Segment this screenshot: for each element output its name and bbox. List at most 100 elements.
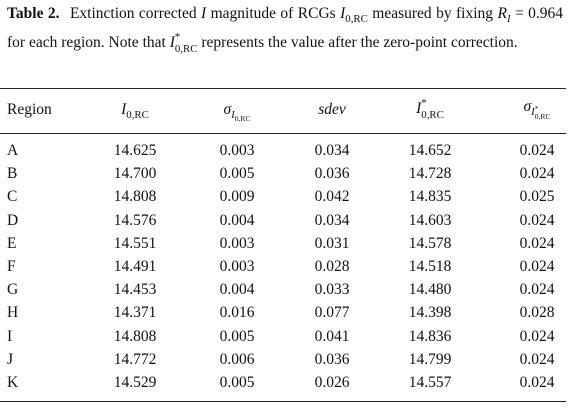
table-cell: 0.028: [519, 304, 555, 322]
table-cell: 0.006: [219, 350, 255, 368]
header-rule: [0, 133, 566, 134]
column-header: sdev: [318, 101, 346, 119]
table-cell: 14.491: [113, 258, 157, 275]
header-math: σ: [223, 101, 232, 118]
header-sub: 0,RC: [126, 109, 149, 122]
table-cell: 14.529: [113, 374, 157, 391]
header-sup: *: [421, 97, 427, 109]
table-cell: 0.033: [314, 281, 350, 299]
table-cell: 0.036: [314, 350, 350, 368]
caption-math: I: [169, 34, 175, 52]
caption-text: measured by fixing: [372, 5, 494, 22]
column-header: I * 0,RC: [416, 98, 444, 121]
row-label: B: [7, 165, 18, 183]
caption-text: magnitude of RCGs: [210, 5, 336, 22]
table-cell: 14.799: [408, 350, 452, 368]
row-label: I: [7, 327, 13, 345]
header-math: I: [531, 106, 535, 119]
table-cell: 0.036: [314, 165, 350, 183]
row-label: K: [7, 374, 19, 391]
header-sub: 0,RC: [534, 112, 551, 122]
caption-scripts: * 0,RC: [175, 32, 198, 55]
table-cell: 14.728: [408, 165, 452, 183]
row-label: G: [7, 281, 19, 299]
row-label: A: [7, 142, 19, 159]
table-cell: 14.557: [408, 374, 452, 391]
caption-math: I: [340, 5, 346, 22]
table-cell: 0.024: [519, 142, 555, 159]
header-math: sdev: [318, 101, 346, 118]
table-cell: 0.034: [314, 211, 350, 229]
table-cell: 0.077: [314, 304, 350, 322]
caption-label: Table 2.: [7, 5, 60, 22]
table-cell: 0.024: [519, 350, 555, 368]
header-sub: I0,RC: [231, 109, 251, 124]
table-cell: 14.652: [408, 142, 452, 159]
header-sub: I * 0,RC: [531, 103, 551, 122]
table-caption: Table 2. Extinction corrected I magnitud…: [7, 2, 563, 55]
header-sup: *: [534, 103, 539, 113]
table-cell: 14.398: [408, 304, 452, 322]
table-cell: 0.024: [519, 374, 555, 391]
caption-math: I: [506, 13, 511, 26]
header-scripts: * 0,RC: [534, 103, 551, 122]
header-text: Region: [7, 101, 52, 118]
table-cell: 0.024: [519, 281, 555, 299]
table-cell: 0.041: [314, 327, 350, 345]
table-cell: 0.024: [519, 165, 555, 183]
caption-text: = 0.964 for each region. Note that: [7, 5, 564, 52]
bottom-rule: [0, 401, 566, 402]
table-cell: 14.835: [408, 188, 452, 206]
table-cell: 0.005: [219, 374, 255, 391]
row-label: H: [7, 304, 19, 322]
caption-text: Extinction corrected: [69, 5, 197, 22]
table-cell: 0.024: [519, 211, 555, 229]
table-cell: 14.480: [408, 281, 452, 299]
row-label: C: [7, 188, 18, 206]
top-rule: [0, 88, 566, 89]
table-cell: 14.808: [113, 188, 157, 206]
table-cell: 0.005: [219, 327, 255, 345]
row-label: F: [7, 258, 16, 275]
table-cell: 0.024: [519, 234, 555, 252]
caption-sub: 0,RC: [174, 43, 198, 56]
caption-math: R: [497, 5, 507, 22]
header-math: σ: [523, 98, 532, 115]
column-header: σI * 0,RC: [523, 98, 550, 121]
header-math: I: [231, 109, 235, 122]
table-cell: 14.551: [113, 234, 157, 252]
table-cell: 0.005: [219, 165, 255, 183]
header-sub: 0,RC: [421, 108, 444, 121]
table-cell: 0.026: [314, 374, 350, 391]
table-cell: 0.016: [219, 304, 255, 322]
table-cell: 14.808: [113, 327, 157, 345]
caption-sub: I: [507, 13, 511, 25]
header-sub: 0,RC: [234, 114, 251, 124]
table-cell: 0.028: [314, 258, 350, 275]
table-cell: 14.700: [113, 165, 157, 183]
column-header: I0,RC: [121, 101, 149, 121]
row-label: E: [7, 234, 17, 252]
table-cell: 0.009: [219, 188, 255, 206]
row-label: D: [7, 211, 19, 229]
table-cell: 14.625: [113, 142, 157, 159]
table-cell: 14.371: [113, 304, 157, 322]
caption-text: represents the value after the zero-poin…: [201, 34, 518, 52]
table-cell: 14.453: [113, 281, 157, 299]
table-cell: 0.003: [219, 142, 255, 159]
table-cell: 0.024: [519, 258, 555, 275]
table-cell: 14.603: [408, 211, 452, 229]
caption-sup: *: [174, 31, 181, 44]
header-scripts: * 0,RC: [421, 98, 444, 121]
caption-math: I: [201, 5, 207, 22]
column-header: σI0,RC: [223, 101, 250, 123]
table-cell: 14.518: [408, 258, 452, 275]
column-header: Region: [7, 101, 52, 119]
table-cell: 14.576: [113, 211, 157, 229]
table-cell: 14.836: [408, 327, 452, 345]
table-cell: 0.003: [219, 258, 255, 275]
table-cell: 0.004: [219, 211, 255, 229]
row-label: J: [7, 350, 14, 368]
